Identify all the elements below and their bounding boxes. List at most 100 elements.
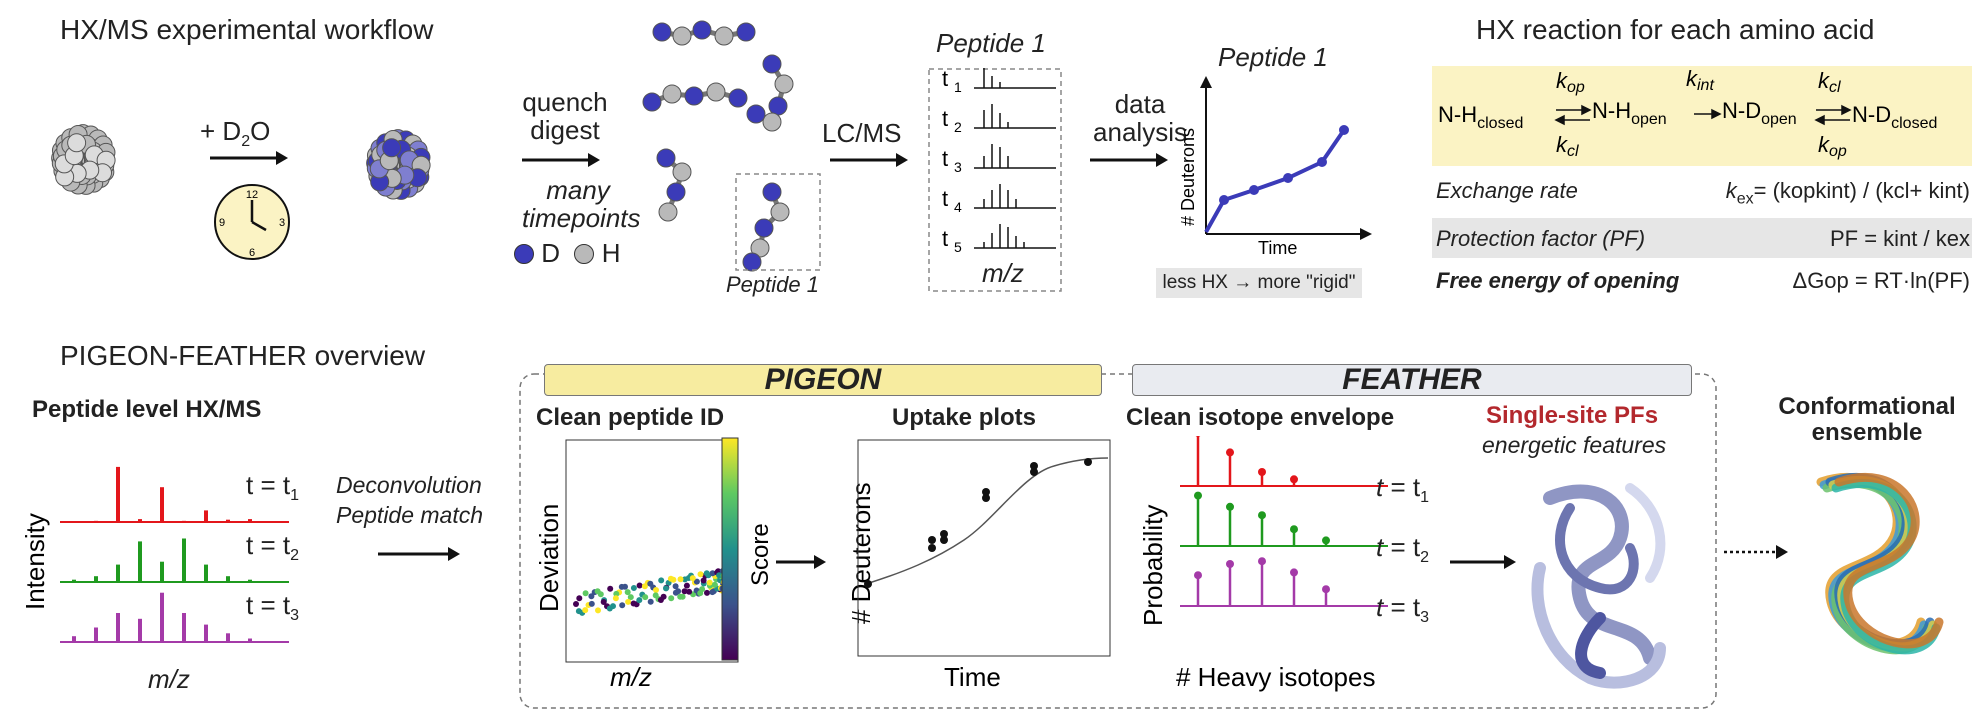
pipeline-container [519,373,1717,709]
deuterium-dot [514,244,534,264]
svg-text:Probability: Probability [1138,505,1168,626]
svg-text:Intensity: Intensity [20,513,50,610]
svg-text:kint: kint [1686,66,1714,94]
energetic-features-label: energetic features [1482,432,1667,458]
svg-text:5: 5 [954,239,962,255]
time-label-2: t = t2 [246,530,299,565]
svg-text:t: t [942,226,948,251]
arrow-to-ensemble [1724,545,1788,559]
clean-id-scatter: Deviation m/z [534,439,739,692]
svg-text:Time: Time [944,662,1001,692]
residue-bead [658,202,678,222]
protein-deuterated [366,129,431,200]
mass-spectra-panel: t 1t 2t 3t 4t 5 [928,68,1062,292]
hx-reaction-title: HX reaction for each amino acid [1476,14,1875,45]
svg-text:m/z: m/z [610,662,652,692]
arrow-deconvolution [378,547,460,561]
conformational-ensemble-structure [1816,472,1944,655]
residue-bead [656,148,676,168]
svg-text:t: t [942,68,948,91]
uptake-plot: # Deuterons Time [1178,76,1372,256]
quench-digest-label: quench digest [522,87,608,145]
single-site-structure [1531,483,1666,689]
svg-text:# Heavy isotopes: # Heavy isotopes [1176,662,1375,692]
uptake-title: Peptide 1 [1218,42,1328,72]
residue-bead [762,54,782,74]
free-energy-row: Free energy of opening ΔGop = RT·ln(PF) [1436,268,1970,293]
svg-text:1: 1 [954,79,962,95]
svg-text:kcl: kcl [1556,132,1579,160]
spectra-title: Peptide 1 [936,28,1046,58]
iso-time-2: t = t2 [1376,532,1429,567]
clean-isotope-label: Clean isotope envelope [1126,404,1395,431]
protein-gray [51,124,116,195]
svg-text:kop: kop [1556,68,1585,96]
peptide-level-spectra: Intensity [20,466,289,643]
residue-bead [762,112,782,132]
overview-title: PIGEON-FEATHER overview [60,340,426,371]
svg-text:N-Dopen: N-Dopen [1722,98,1797,128]
svg-text:t: t [942,146,948,171]
clock-icon: 12 3 6 9 [214,184,290,260]
svg-text:3: 3 [279,217,285,229]
arrow-analysis [1090,153,1168,167]
isotope-envelope-chart: Probability # Heavy isotopes [1138,436,1388,692]
residue-bead [652,22,672,42]
residue-bead [762,182,782,202]
peptide-1-label: Peptide 1 [726,272,819,297]
svg-text:# Deuterons: # Deuterons [1178,128,1198,226]
residue-bead [662,84,682,104]
svg-text:Score: Score [747,523,774,586]
svg-text:# Deuterons: # Deuterons [846,482,876,624]
svg-text:N-Hclosed: N-Hclosed [1438,102,1523,132]
residue-bead [746,104,766,124]
residue-bead [714,26,734,46]
many-timepoints-label: many timepoints [522,175,641,233]
arrow-lcms [830,153,908,167]
protection-factor-row: Protection factor (PF) PF = kint / kex [1436,226,1970,251]
residue-bead [774,74,794,94]
residue-bead [754,218,774,238]
hydrogen-dot [574,244,595,264]
reaction-scheme: N-Hclosed N-Hopen N-Dopen N-Dclosed kop … [1438,66,1937,160]
residue-bead [728,88,748,108]
spectra-mz-label: m/z [982,258,1024,288]
score-colorbar: Score [721,437,774,661]
svg-text:N-Hopen: N-Hopen [1592,98,1667,128]
uptake-plots-chart: # Deuterons Time [846,439,1111,692]
svg-text:6: 6 [249,247,255,259]
svg-text:2: 2 [954,119,962,135]
single-site-label: Single-site PFs [1486,402,1659,429]
clean-peptide-id-label: Clean peptide ID [536,404,725,431]
uptake-plots-label: Uptake plots [892,404,1037,431]
svg-text:4: 4 [954,199,962,215]
residue-bead [742,252,762,272]
residue-bead [692,20,712,40]
d2o-label: + D2O [200,116,271,151]
reaction-box [1432,66,1972,166]
deconvolution-label: Deconvolution Peptide match [336,472,484,528]
residue-bead [736,22,756,42]
arrow-to-structure [1450,555,1516,569]
residue-bead [770,202,790,222]
residue-bead [672,26,692,46]
arrow-quench [522,153,600,167]
peptide-fragments [642,20,821,272]
svg-text:N-Dclosed: N-Dclosed [1852,102,1937,132]
svg-text:t: t [942,186,948,211]
svg-text:12: 12 [246,189,258,201]
peptide-level-label: Peptide level HX/MS [32,396,262,423]
arrow-to-uptake [776,555,826,569]
lcms-label: LC/MS [822,118,902,148]
svg-text:kop: kop [1818,132,1847,160]
svg-text:Time: Time [1258,238,1297,256]
residue-bead [666,182,686,202]
iso-time-1: tt = t = t1 [1376,472,1429,507]
residue-bead [67,133,87,153]
peptide-level-mz: m/z [148,664,190,694]
iso-time-3: t = t3 [1376,592,1429,627]
residue-bead [684,86,704,106]
dh-legend: D H [514,238,620,269]
conformational-ensemble-label: Conformational ensemble [1778,393,1956,446]
time-label-1: t = t1 [246,470,299,505]
